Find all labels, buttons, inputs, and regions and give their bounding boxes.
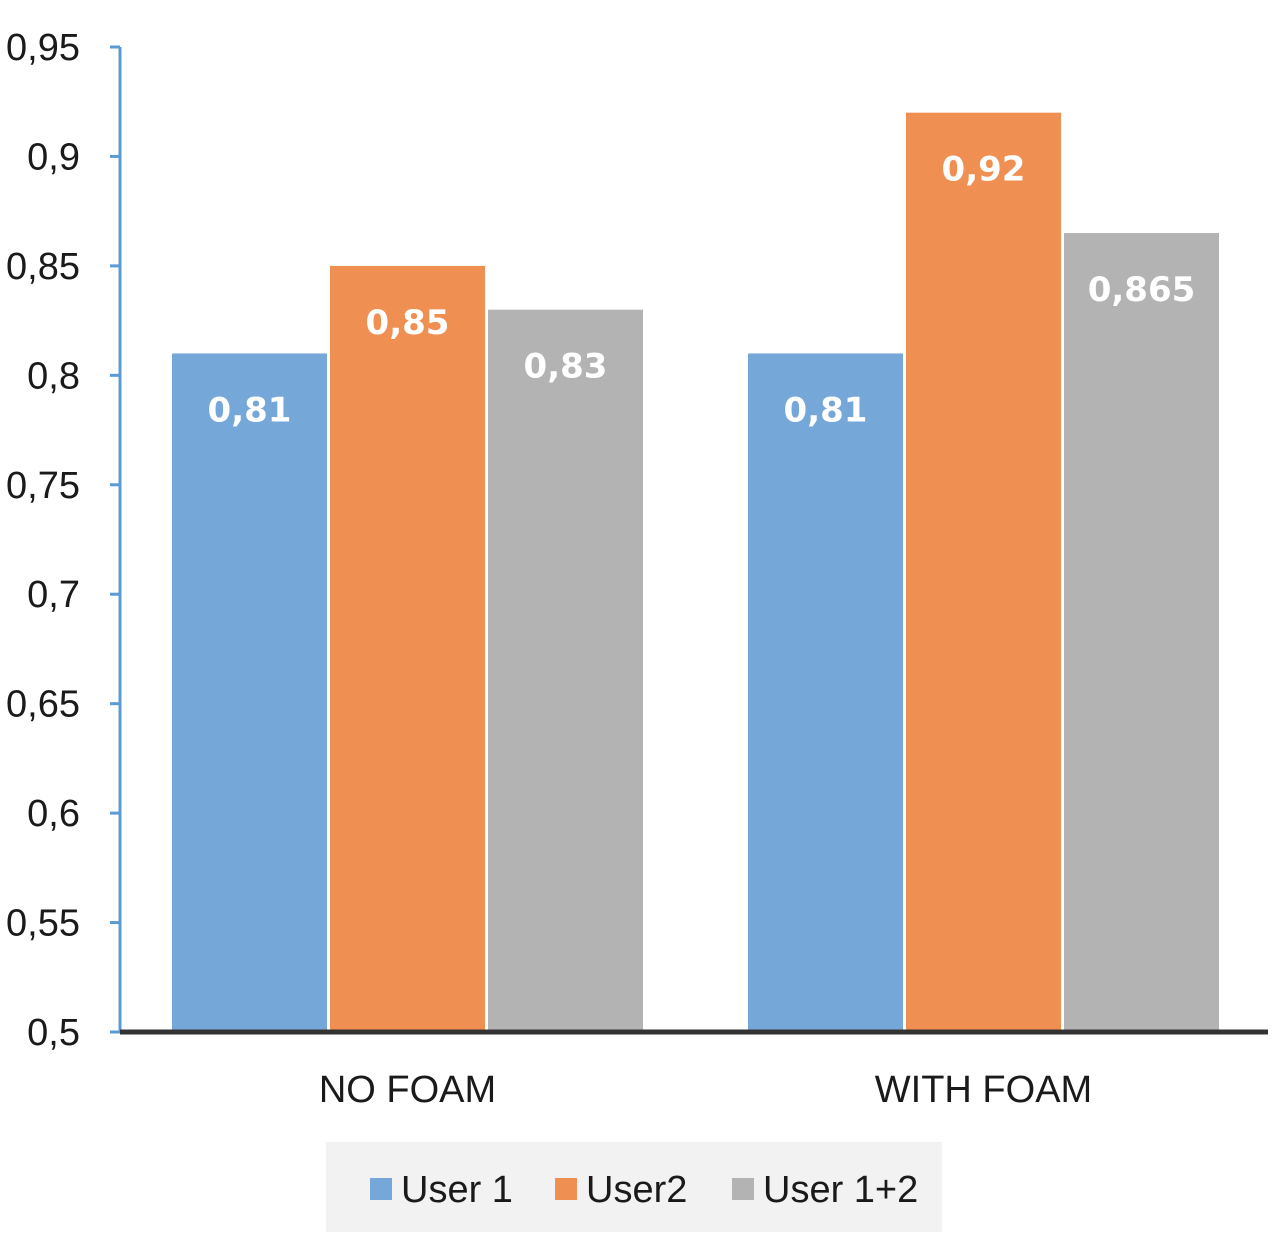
y-tick-label: 0,75 xyxy=(6,465,80,507)
legend-label: User 1+2 xyxy=(763,1169,918,1211)
y-tick-label: 0,8 xyxy=(27,355,80,397)
y-tick-label: 0,6 xyxy=(27,793,80,835)
bar xyxy=(488,309,643,1033)
data-label: 0,92 xyxy=(942,150,1026,190)
y-tick-label: 0,55 xyxy=(6,903,80,945)
data-labels: 0,81 0,85 0,83 0,81 0,92 0,865 xyxy=(208,150,1196,431)
legend-label: User2 xyxy=(586,1169,687,1211)
y-tick-label: 0,65 xyxy=(6,684,80,726)
bar xyxy=(906,112,1061,1032)
bars xyxy=(172,112,1219,1033)
y-axis-ticks: 0,5 0,55 0,6 0,65 0,7 0,75 0,8 0,85 0,9 0,95 xyxy=(6,27,120,1054)
y-tick-label: 0,85 xyxy=(6,246,80,288)
data-label: 0,865 xyxy=(1088,270,1196,310)
bar xyxy=(172,353,327,1032)
bar xyxy=(1064,233,1219,1033)
y-tick-label: 0,9 xyxy=(27,136,80,178)
y-tick-label: 0,95 xyxy=(6,27,80,69)
bar xyxy=(748,353,903,1032)
legend-box xyxy=(326,1142,942,1232)
y-tick-label: 0,5 xyxy=(27,1012,80,1054)
data-label: 0,83 xyxy=(524,347,608,387)
category-label: NO FOAM xyxy=(319,1069,496,1111)
y-tick-label: 0,7 xyxy=(27,574,80,616)
data-label: 0,85 xyxy=(366,303,450,343)
data-label: 0,81 xyxy=(784,390,868,430)
data-label: 0,81 xyxy=(208,390,292,430)
legend-label: User 1 xyxy=(401,1169,513,1211)
legend-swatch xyxy=(555,1178,577,1200)
category-labels: NO FOAM WITH FOAM xyxy=(319,1069,1092,1111)
legend-swatch xyxy=(370,1178,392,1200)
category-label: WITH FOAM xyxy=(875,1069,1092,1111)
legend-swatch xyxy=(732,1178,754,1200)
bar xyxy=(330,265,485,1032)
legend: User 1 User2 User 1+2 xyxy=(326,1142,942,1232)
